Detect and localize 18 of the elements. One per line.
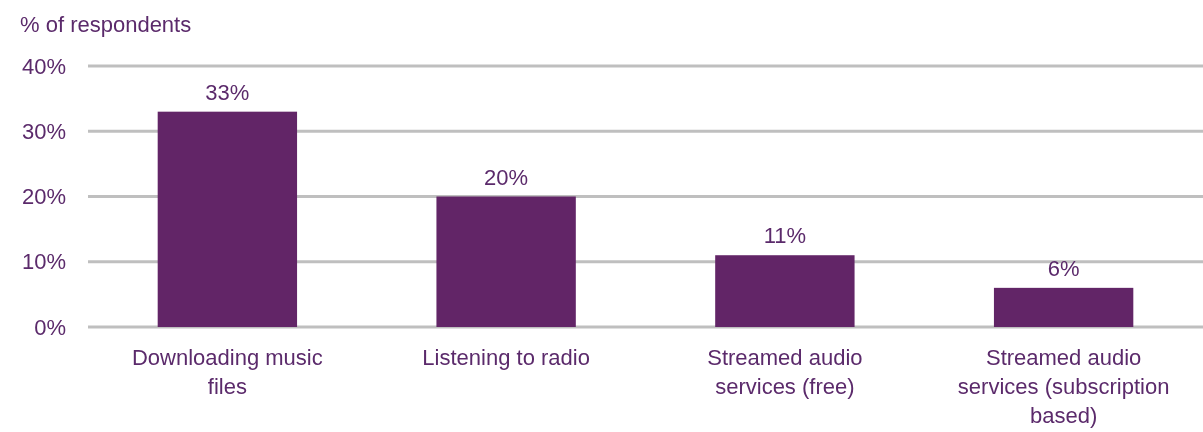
bar bbox=[715, 255, 855, 327]
data-label: 11% bbox=[763, 223, 807, 249]
bar bbox=[436, 196, 576, 327]
x-tick-label: Streamed audio services (free) bbox=[707, 345, 863, 399]
bar bbox=[993, 287, 1134, 327]
data-label: 20% bbox=[484, 164, 529, 190]
x-tick-label: Listening to radio bbox=[422, 345, 590, 370]
y-tick-label: 30% bbox=[21, 118, 66, 144]
y-tick-label: 20% bbox=[21, 184, 66, 210]
y-tick-label: 10% bbox=[21, 249, 66, 275]
bar bbox=[157, 111, 298, 327]
y-tick-label: 40% bbox=[21, 53, 66, 79]
data-label: 33% bbox=[205, 79, 250, 105]
y-axis-title: % of respondents bbox=[20, 12, 192, 37]
data-label: 6% bbox=[1047, 255, 1080, 281]
x-tick-label: Downloading music files bbox=[131, 345, 323, 399]
x-tick-label: Streamed audio services (subscription based) bbox=[957, 345, 1170, 428]
y-tick-label: 0% bbox=[34, 314, 66, 340]
